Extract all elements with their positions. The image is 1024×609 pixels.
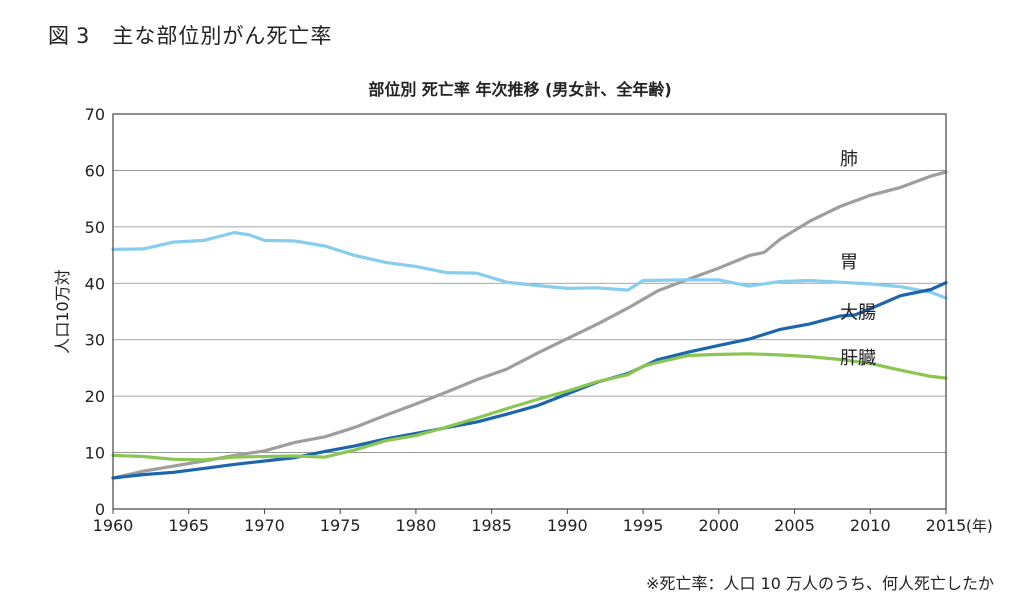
y-tick-label: 50 (85, 218, 105, 237)
figure-number: 3 (76, 24, 91, 48)
figure-label-prefix: 図 (48, 24, 70, 48)
y-tick-label: 70 (85, 105, 105, 124)
series-line-胃 (111, 230, 948, 300)
series-line-肺 (111, 170, 948, 480)
y-tick-label: 20 (85, 387, 105, 406)
plot-frame (112, 113, 947, 510)
x-axis-unit-label: (年) (966, 517, 993, 535)
figure-label: 図 3 主な部位別がん死亡率 (48, 20, 332, 50)
x-tick-label: 2015 (926, 516, 967, 535)
y-tick-label: 0 (95, 500, 105, 519)
footnote: ※死亡率：人口 10 万人のうち、何人死亡したか (646, 574, 994, 593)
y-axis-label: 人口10万対 (53, 269, 72, 353)
x-tick-label: 1995 (623, 516, 664, 535)
x-tick-label: 1990 (547, 516, 588, 535)
y-tick-label: 10 (85, 444, 105, 463)
x-tick-label: 2005 (774, 516, 815, 535)
series-line-肝臓 (111, 352, 948, 462)
x-tick-label: 1965 (168, 516, 209, 535)
series-label: 肝臓 (840, 348, 876, 369)
series-line-大腸 (111, 281, 948, 480)
x-tick-label: 1985 (471, 516, 512, 535)
x-tick-label: 2010 (850, 516, 891, 535)
x-axis-tick-labels: 1960 1965 1970 1975 1980 1985 1990 1995 2000 2005… (93, 509, 967, 535)
x-tick-label: 1975 (320, 516, 361, 535)
series-label: 胃 (840, 252, 858, 273)
series-label: 肺 (840, 149, 858, 170)
figure-title: 主な部位別がん死亡率 (112, 24, 333, 48)
x-tick-label: 1970 (244, 516, 285, 535)
y-tick-label: 40 (85, 274, 105, 293)
x-tick-label: 1960 (93, 516, 134, 535)
y-axis-tick-labels: 0 10 20 30 40 50 60 70 (85, 105, 105, 519)
gridlines (113, 170, 946, 453)
series-lines (111, 170, 948, 480)
chart-title: 部位別 死亡率 年次推移 (男女計、全年齢) (368, 80, 671, 99)
series-label: 大腸 (840, 302, 876, 323)
y-tick-label: 30 (85, 331, 105, 350)
x-tick-label: 1980 (396, 516, 437, 535)
y-tick-label: 60 (85, 161, 105, 180)
x-tick-label: 2000 (698, 516, 739, 535)
